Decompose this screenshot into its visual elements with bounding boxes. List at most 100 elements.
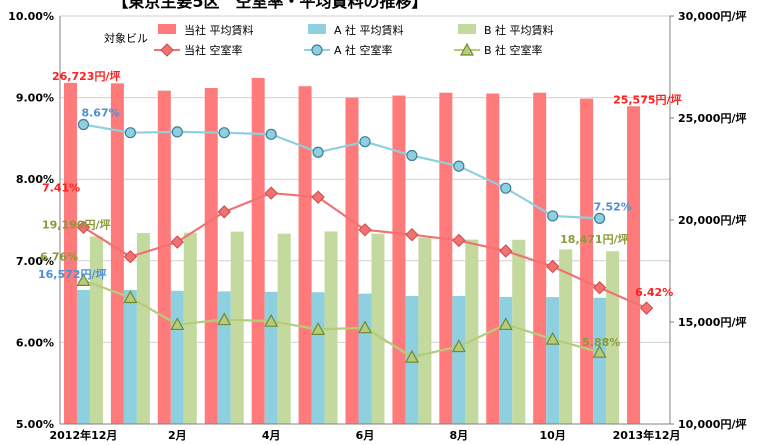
data-point	[592, 344, 607, 358]
data-point	[547, 210, 559, 222]
bar	[512, 239, 526, 424]
data-label: 6.76%	[40, 250, 78, 263]
y-left-tick-label: 7.00%	[16, 255, 54, 268]
bar	[217, 291, 231, 424]
bar	[123, 289, 137, 424]
data-point	[312, 146, 324, 158]
x-tick-label: 8月	[450, 429, 469, 442]
y-left-tick-label: 8.00%	[16, 173, 54, 186]
bar	[593, 297, 607, 424]
bar	[465, 239, 479, 424]
data-point	[123, 250, 138, 264]
data-point	[311, 322, 326, 335]
bar	[345, 97, 359, 424]
bar	[170, 290, 184, 424]
data-point	[311, 44, 323, 56]
data-point	[264, 186, 278, 200]
data-point	[218, 127, 230, 139]
bar	[546, 297, 560, 424]
bar	[358, 293, 372, 424]
bar	[418, 237, 432, 424]
bar	[533, 92, 547, 424]
bar	[298, 86, 312, 425]
data-label: 5.88%	[582, 336, 620, 349]
x-tick-label: 6月	[356, 429, 375, 442]
grid	[60, 15, 670, 343]
bar	[311, 292, 325, 424]
data-point	[498, 317, 513, 331]
legend-label: 当社 空室率	[184, 43, 243, 57]
x-tick-label: 4月	[262, 429, 281, 442]
bar	[230, 231, 244, 424]
data-point	[171, 126, 183, 138]
data-point	[459, 42, 475, 56]
data-point	[359, 136, 371, 148]
bar	[277, 233, 291, 424]
data-point	[311, 190, 325, 204]
bar	[324, 231, 338, 424]
data-point	[264, 313, 279, 327]
data-point	[406, 149, 418, 162]
x-tick-label: 2012年12月	[49, 428, 117, 442]
data-label: 16,572円/坪	[38, 268, 106, 281]
x-tick-label: 10月	[540, 429, 566, 442]
axes: 5.00% 6.00% 7.00% 8.00% 9.00% 10.00% 10,000円/坪…	[8, 10, 746, 442]
bar	[580, 98, 594, 425]
y-left-tick-label: 9.00%	[16, 92, 54, 105]
series-line	[83, 279, 600, 359]
data-label: 7.52%	[594, 200, 632, 213]
annotations: 26,723円/坪 25,575円/坪 8.67% 7.52% 7.41% 6.42% 19…	[38, 70, 682, 349]
bar	[439, 92, 453, 424]
data-point	[217, 205, 231, 219]
data-point	[358, 223, 372, 237]
data-point	[592, 281, 607, 295]
bar	[136, 233, 150, 424]
bar	[89, 236, 103, 424]
bar	[110, 83, 124, 424]
bar	[63, 82, 77, 424]
y-right-tick-label: 15,000円/坪	[678, 316, 746, 329]
bar	[157, 90, 171, 424]
data-point	[451, 339, 466, 353]
data-point	[453, 160, 465, 172]
data-point	[545, 331, 560, 345]
y-right-tick-label: 10,000円/坪	[678, 418, 746, 431]
legend-swatch	[308, 24, 326, 34]
data-point	[404, 349, 419, 363]
data-label: 19,190円/坪	[42, 219, 110, 232]
series-line	[83, 123, 600, 220]
legend-swatch	[158, 24, 176, 34]
legend-label: B 社 平均賃料	[484, 23, 554, 37]
data-point	[545, 259, 560, 274]
legend-label: 当社 平均賃料	[184, 23, 254, 37]
data-point	[639, 301, 654, 315]
y-left-tick-label: 5.00%	[16, 418, 54, 431]
bar	[251, 78, 265, 425]
y-left-tick-label: 6.00%	[16, 336, 54, 349]
data-point	[123, 290, 138, 304]
data-point	[265, 128, 277, 140]
bar	[452, 295, 466, 424]
data-point	[452, 233, 466, 248]
data-point	[77, 118, 90, 131]
legend-label: A 社 空室率	[334, 43, 393, 57]
legend-label: A 社 平均賃料	[334, 23, 404, 37]
data-point	[170, 317, 185, 331]
data-point	[594, 212, 606, 224]
bar	[486, 93, 500, 425]
data-point	[405, 227, 419, 242]
x-tick-label: 2013年12月	[613, 428, 681, 442]
data-point	[217, 312, 232, 326]
chart-title: 【東京主要5区 空室率・平均賃料の推移】	[112, 0, 427, 11]
data-label: 7.41%	[42, 181, 80, 194]
y-right-tick-label: 30,000円/坪	[678, 10, 746, 23]
data-label: 8.67%	[81, 107, 119, 120]
lines	[76, 118, 654, 363]
y-right-tick-label: 25,000円/坪	[678, 112, 746, 125]
data-point	[357, 320, 373, 334]
data-point	[499, 244, 513, 258]
bar	[627, 106, 641, 425]
legend-title: 対象ビル	[104, 31, 148, 45]
